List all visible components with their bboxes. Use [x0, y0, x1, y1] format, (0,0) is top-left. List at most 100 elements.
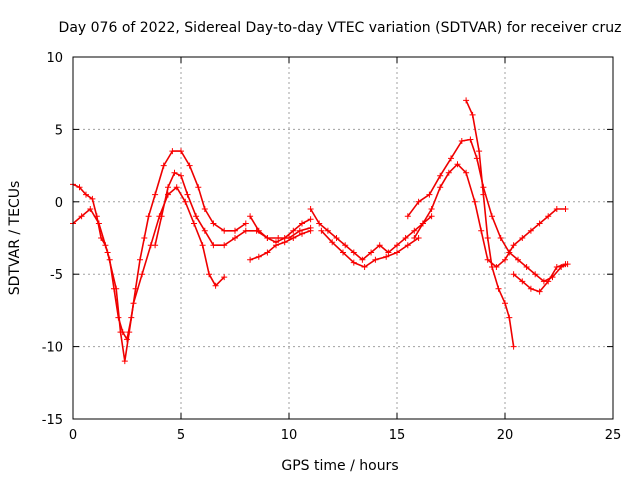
data-point: [519, 235, 526, 241]
x-tick-label: 0: [69, 428, 77, 443]
y-tick-label: -5: [50, 268, 63, 283]
data-point: [201, 227, 208, 234]
data-point: [193, 213, 200, 220]
data-point: [290, 227, 297, 234]
x-tick-label: 10: [281, 428, 298, 443]
data-point: [394, 249, 400, 256]
data-point: [76, 184, 83, 191]
data-point: [448, 155, 454, 162]
x-tick-label: 25: [605, 428, 622, 443]
data-point: [340, 249, 346, 256]
axis-ticks: 0 5 10 15 20 25 10 5 0 -5 -10 -15: [42, 51, 622, 443]
data-point: [489, 213, 495, 220]
series-b: [70, 184, 228, 365]
plot-frame: [72, 56, 614, 420]
data-point: [523, 264, 530, 270]
data-point: [510, 343, 517, 350]
data-point: [186, 162, 193, 169]
y-axis-label: SDTVAR / TECUs: [7, 181, 23, 296]
data-point: [545, 213, 552, 220]
data-point: [385, 249, 392, 256]
series-g: [318, 227, 422, 270]
data-point: [411, 227, 418, 234]
data-point: [275, 235, 282, 241]
data-point: [178, 148, 184, 155]
series-e: [247, 227, 314, 263]
data-point: [255, 227, 262, 234]
data-point: [232, 235, 238, 241]
data-point: [428, 213, 435, 220]
data-point: [458, 138, 465, 144]
data-point: [141, 235, 148, 241]
data-point: [290, 235, 297, 241]
series-k: [510, 261, 569, 295]
data-point: [510, 271, 517, 278]
data-point: [78, 213, 85, 220]
data-point: [376, 242, 383, 249]
data-point: [87, 206, 94, 212]
data-point: [281, 239, 288, 246]
data-point: [562, 206, 569, 212]
data-point: [169, 148, 176, 155]
y-tick-label: 5: [55, 123, 63, 138]
data-point: [173, 184, 180, 191]
data-point: [502, 300, 508, 307]
data-series: [70, 97, 571, 365]
data-point: [307, 227, 314, 234]
series-line: [249, 230, 311, 261]
data-point: [497, 235, 504, 241]
data-point: [307, 206, 314, 212]
data-point: [495, 285, 502, 292]
data-point: [83, 191, 89, 198]
data-point: [404, 242, 411, 249]
data-point: [484, 235, 491, 241]
data-point: [160, 162, 167, 169]
data-point: [394, 242, 400, 249]
data-point: [191, 220, 197, 227]
data-point: [307, 216, 314, 223]
series-c: [152, 169, 314, 249]
data-point: [519, 278, 526, 285]
data-point: [428, 206, 435, 212]
series-line: [154, 172, 311, 246]
data-point: [553, 206, 560, 212]
data-point: [419, 220, 426, 227]
data-point: [342, 242, 349, 249]
data-point: [171, 169, 178, 176]
data-point: [480, 191, 487, 198]
data-point: [489, 264, 495, 270]
data-point: [476, 148, 483, 155]
data-point: [437, 184, 444, 191]
series-i: [411, 161, 569, 270]
data-point: [247, 213, 254, 220]
data-point: [299, 230, 305, 237]
series-line: [72, 150, 247, 341]
series-f: [307, 206, 435, 263]
data-point: [437, 172, 444, 179]
x-tick-label: 15: [389, 428, 406, 443]
data-point: [221, 242, 228, 249]
data-point: [329, 239, 336, 246]
data-point: [242, 227, 249, 234]
data-point: [113, 285, 120, 292]
data-point: [484, 256, 491, 263]
data-point: [139, 271, 146, 278]
data-point: [210, 220, 217, 227]
series-j: [463, 97, 517, 350]
data-point: [273, 242, 279, 249]
y-tick-label: 0: [55, 196, 63, 211]
data-point: [165, 184, 171, 191]
data-point: [184, 191, 191, 198]
data-point: [299, 220, 305, 227]
data-point: [368, 249, 375, 256]
data-point: [536, 288, 543, 295]
chart-title: Day 076 of 2022, Sidereal Day-to-day VTE…: [59, 20, 622, 36]
data-point: [158, 213, 165, 220]
data-point: [469, 111, 476, 118]
data-point: [502, 256, 508, 263]
data-point: [372, 256, 379, 263]
x-axis-label: GPS time / hours: [281, 458, 398, 474]
data-point: [318, 227, 325, 234]
